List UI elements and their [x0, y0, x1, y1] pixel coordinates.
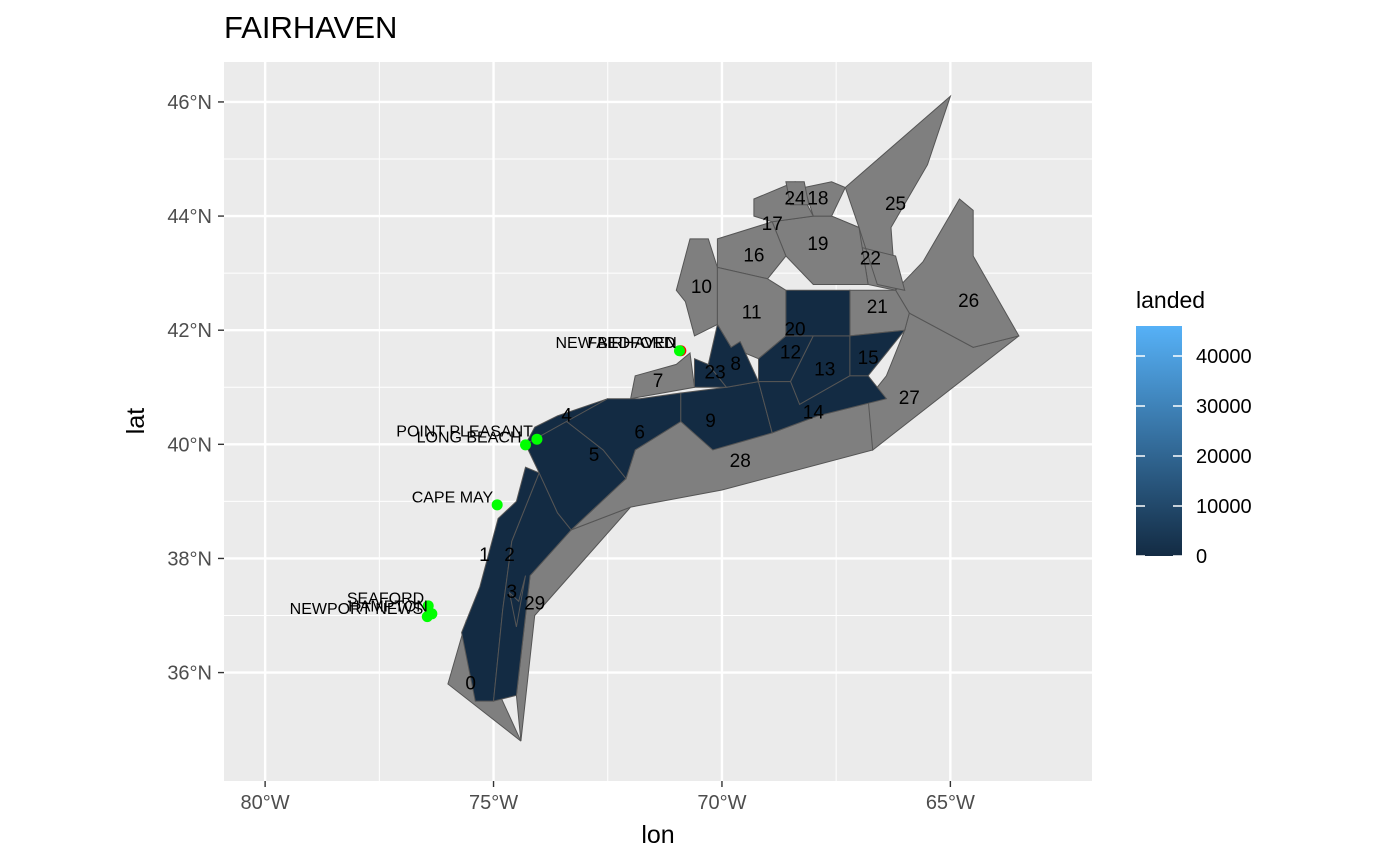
- area-label-23: 23: [705, 362, 726, 383]
- area-label-9: 9: [705, 411, 716, 432]
- legend-ticks: 40000 30000 20000 10000 0: [1136, 346, 1252, 568]
- area-label-24: 24: [784, 188, 806, 209]
- y-tick-label: 42°N: [167, 320, 212, 342]
- area-label-1: 1: [479, 545, 490, 566]
- y-tick-label: 40°N: [167, 434, 212, 456]
- y-tick-label: 46°N: [167, 92, 212, 114]
- port-point: [520, 439, 532, 451]
- y-tick-label: 38°N: [167, 548, 212, 570]
- area-3: [508, 575, 526, 627]
- x-tick-label: 75°W: [469, 792, 518, 814]
- area-label-15: 15: [858, 348, 879, 369]
- area-20: [785, 289, 851, 337]
- area-label-14: 14: [803, 402, 825, 423]
- area-label-20: 20: [784, 320, 805, 341]
- area-label-2: 2: [504, 545, 515, 566]
- x-axis-title: lon: [641, 821, 674, 849]
- port-point: [673, 345, 685, 357]
- port-label: LONG BEACH: [417, 429, 522, 446]
- legend-tick-label: 20000: [1196, 446, 1252, 468]
- legend-tick-label: 30000: [1196, 396, 1252, 418]
- area-label-18: 18: [807, 188, 828, 209]
- legend-tick-label: 10000: [1196, 496, 1252, 518]
- legend-colorbar: [1136, 326, 1182, 556]
- port-point: [531, 433, 543, 445]
- area-label-12: 12: [780, 343, 801, 364]
- port-label: NEW BEDFORD: [555, 335, 675, 352]
- legend-tick-label: 40000: [1196, 346, 1252, 368]
- area-label-19: 19: [807, 234, 828, 255]
- area-label-4: 4: [561, 405, 572, 426]
- area-label-6: 6: [634, 422, 645, 443]
- area-label-17: 17: [762, 214, 783, 235]
- port-point: [491, 499, 503, 511]
- y-axis-title: lat: [122, 408, 150, 434]
- port-label: SEAFORD: [347, 590, 424, 607]
- area-26: [894, 198, 1020, 348]
- y-axis-ticks: 36°N 38°N 40°N 42°N 44°N 46°N: [167, 92, 224, 685]
- area-label-5: 5: [589, 445, 600, 466]
- x-tick-label: 70°W: [697, 792, 746, 814]
- area-label-22: 22: [860, 248, 881, 269]
- area-label-13: 13: [814, 360, 835, 381]
- area-label-3: 3: [507, 582, 518, 603]
- area-15: [849, 329, 906, 377]
- area-label-29: 29: [524, 594, 545, 615]
- area-label-0: 0: [465, 673, 476, 694]
- x-tick-label: 65°W: [926, 792, 975, 814]
- chart-title: FAIRHAVEN: [224, 10, 397, 45]
- legend-tick-label: 0: [1196, 546, 1207, 568]
- area-label-21: 21: [867, 297, 888, 318]
- y-tick-label: 36°N: [167, 663, 212, 685]
- area-label-26: 26: [958, 291, 979, 312]
- y-tick-label: 44°N: [167, 206, 212, 228]
- statistical-areas: [447, 94, 1020, 742]
- area-label-16: 16: [743, 246, 764, 267]
- legend: landed 40000 30000 20000 10000 0: [1136, 287, 1252, 568]
- legend-title: landed: [1136, 287, 1205, 313]
- port-label: CAPE MAY: [412, 489, 494, 506]
- area-24: [785, 181, 810, 206]
- port-label: NEWPORT NEWS: [290, 601, 424, 618]
- port-label: FAIRHAVEN: [587, 335, 677, 352]
- port-label: HAMPTON: [348, 598, 428, 615]
- area-label-28: 28: [730, 451, 751, 472]
- area-label-27: 27: [899, 388, 920, 409]
- area-16: [716, 221, 787, 280]
- x-tick-label: 80°W: [241, 792, 290, 814]
- area-label-11: 11: [742, 303, 762, 324]
- area-10: [675, 238, 718, 337]
- area-18: [803, 181, 846, 217]
- port-label: POINT PLEASANT: [396, 424, 533, 441]
- area-label-7: 7: [653, 371, 664, 392]
- port-point: [421, 611, 433, 623]
- area-labels: 01 23456789101112131415161718192021222324…: [465, 188, 979, 694]
- area-label-8: 8: [730, 354, 741, 375]
- area-label-10: 10: [691, 277, 712, 298]
- area-label-25: 25: [885, 194, 906, 215]
- x-axis-ticks: 80°W 75°W 70°W 65°W: [241, 781, 975, 814]
